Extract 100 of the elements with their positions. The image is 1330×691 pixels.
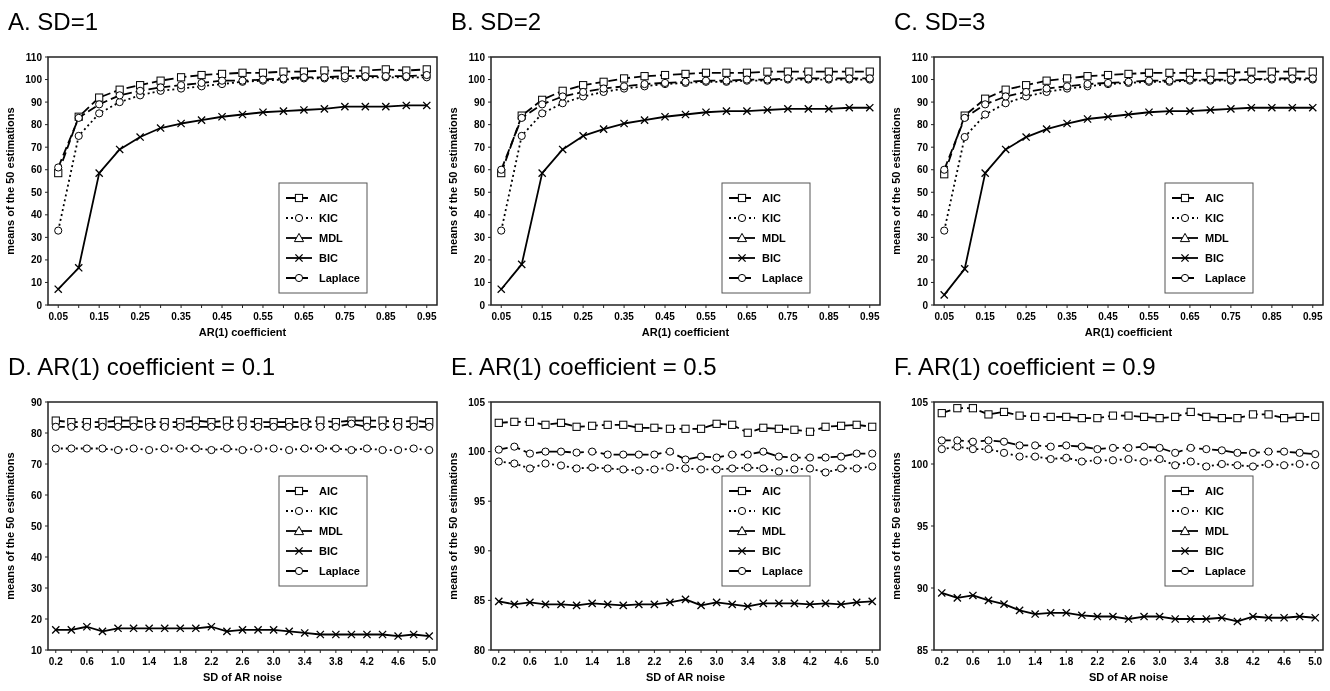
- y-tick-label: 10: [473, 276, 486, 288]
- legend-label: KIC: [762, 212, 781, 224]
- y-tick-label: 110: [25, 51, 43, 63]
- x-tick-label: 0.05: [491, 311, 512, 322]
- y-tick-label: 50: [916, 186, 929, 198]
- x-tick-label: 4.6: [1277, 656, 1292, 667]
- y-tick-label: 40: [473, 209, 486, 221]
- x-tick-label: 3.0: [266, 656, 282, 667]
- y-tick-label: 40: [916, 209, 929, 221]
- x-axis-title: SD of AR noise: [202, 671, 283, 683]
- y-tick-label: 80: [473, 119, 486, 131]
- y-tick-label: 30: [473, 231, 486, 243]
- y-tick-label: 100: [25, 74, 43, 86]
- y-tick-label: 90: [473, 545, 486, 557]
- x-tick-label: 0.6: [965, 656, 981, 667]
- legend-label: BIC: [319, 252, 338, 264]
- x-axis-title: SD of AR noise: [645, 671, 726, 683]
- y-tick-label: 10: [30, 276, 43, 288]
- x-tick-label: 0.25: [130, 311, 151, 322]
- x-tick-label: 0.15: [89, 311, 110, 322]
- x-tick-label: 0.35: [171, 311, 192, 322]
- legend-label: MDL: [319, 525, 344, 537]
- x-tick-label: 0.55: [696, 311, 717, 322]
- y-tick-label: 105: [911, 396, 929, 408]
- y-tick-label: 40: [30, 209, 43, 221]
- y-tick-label: 85: [473, 594, 486, 606]
- chart-title: D. AR(1) coefficient = 0.1: [8, 353, 276, 380]
- y-tick-label: 30: [30, 231, 43, 243]
- x-tick-label: 2.2: [1090, 656, 1105, 667]
- x-tick-label: 4.6: [391, 656, 406, 667]
- legend-label: KIC: [1205, 505, 1224, 517]
- x-tick-label: 3.8: [771, 656, 787, 667]
- x-tick-label: 0.55: [253, 311, 274, 322]
- x-tick-label: 2.6: [1121, 656, 1136, 667]
- x-tick-label: 0.65: [737, 311, 758, 322]
- legend-label: KIC: [319, 212, 338, 224]
- x-tick-label: 4.2: [803, 656, 818, 667]
- x-tick-label: 0.75: [335, 311, 356, 322]
- x-tick-label: 1.0: [111, 656, 126, 667]
- legend-label: MDL: [1205, 232, 1230, 244]
- x-tick-label: 0.6: [522, 656, 538, 667]
- y-tick-label: 40: [30, 551, 43, 563]
- x-tick-label: 3.8: [1214, 656, 1230, 667]
- legend-label: AIC: [319, 192, 338, 204]
- legend-label: AIC: [762, 192, 781, 204]
- x-tick-label: 4.6: [834, 656, 849, 667]
- legend-label: BIC: [319, 545, 338, 557]
- x-axis-title: AR(1) coefficient: [641, 326, 730, 338]
- chart-title: E. AR(1) coefficient = 0.5: [451, 353, 717, 380]
- x-tick-label: 0.2: [48, 656, 64, 667]
- legend-label: Laplace: [762, 565, 803, 577]
- y-tick-label: 20: [473, 254, 486, 266]
- y-tick-label: 50: [30, 186, 43, 198]
- y-tick-label: 80: [473, 644, 486, 656]
- legend-label: AIC: [762, 485, 781, 497]
- x-tick-label: 2.2: [204, 656, 219, 667]
- y-tick-label: 0: [479, 299, 486, 311]
- x-tick-label: 0.6: [79, 656, 95, 667]
- y-tick-label: 100: [911, 458, 929, 470]
- y-tick-label: 90: [473, 96, 486, 108]
- x-tick-label: 0.45: [212, 311, 233, 322]
- legend-label: MDL: [319, 232, 344, 244]
- x-tick-label: 3.4: [740, 656, 756, 667]
- legend-label: KIC: [319, 505, 338, 517]
- y-tick-label: 85: [916, 644, 929, 656]
- y-tick-label: 95: [473, 495, 486, 507]
- y-tick-label: 60: [30, 164, 43, 176]
- y-axis-title: means of the 50 estimations: [890, 107, 902, 255]
- legend-label: Laplace: [1205, 272, 1246, 284]
- x-tick-label: 0.95: [860, 311, 880, 322]
- x-tick-label: 0.2: [934, 656, 950, 667]
- legend-label: AIC: [1205, 485, 1224, 497]
- y-tick-label: 10: [916, 276, 929, 288]
- y-axis-title: means of the 50 estimations: [447, 452, 459, 600]
- legend-label: BIC: [1205, 545, 1224, 557]
- x-tick-label: 2.2: [647, 656, 662, 667]
- y-tick-label: 20: [916, 254, 929, 266]
- y-tick-label: 90: [30, 396, 43, 408]
- x-tick-label: 1.0: [554, 656, 569, 667]
- x-tick-label: 1.4: [585, 656, 600, 667]
- x-tick-label: 1.0: [997, 656, 1012, 667]
- x-tick-label: 1.4: [1028, 656, 1043, 667]
- x-tick-label: 0.25: [573, 311, 594, 322]
- x-tick-label: 1.8: [616, 656, 631, 667]
- x-tick-label: 1.4: [142, 656, 157, 667]
- x-tick-label: 2.6: [678, 656, 693, 667]
- x-tick-label: 0.45: [1098, 311, 1119, 322]
- x-tick-label: 0.35: [1057, 311, 1078, 322]
- x-tick-label: 0.55: [1139, 311, 1160, 322]
- x-tick-label: 5.0: [865, 656, 880, 667]
- y-tick-label: 95: [916, 520, 929, 532]
- y-axis-title: means of the 50 estimations: [890, 452, 902, 600]
- y-tick-label: 70: [30, 141, 43, 153]
- y-axis-title: means of the 50 estimations: [4, 452, 16, 600]
- legend-label: Laplace: [762, 272, 803, 284]
- y-tick-label: 20: [30, 613, 43, 625]
- legend-label: MDL: [1205, 525, 1230, 537]
- y-tick-label: 10: [30, 644, 43, 656]
- chart-title: B. SD=2: [451, 8, 542, 35]
- y-tick-label: 90: [30, 96, 43, 108]
